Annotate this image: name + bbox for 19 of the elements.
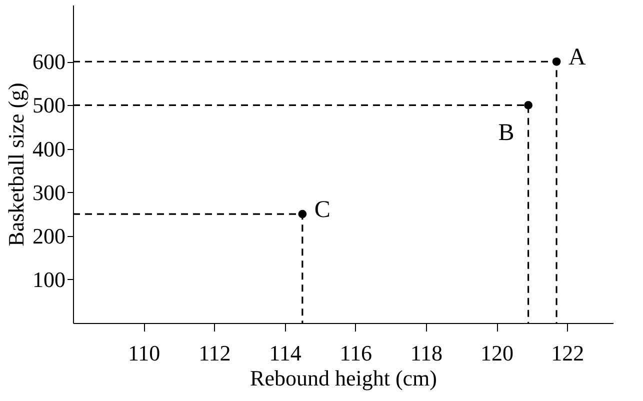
x-tick-label: 110 xyxy=(128,340,160,366)
annotation: B xyxy=(498,120,514,146)
x-tick-label: 114 xyxy=(269,340,302,366)
y-tick-label: 600 xyxy=(32,49,66,74)
x-tick-label: 120 xyxy=(480,340,514,366)
y-axis-title: Basketball size (g) xyxy=(4,82,28,246)
y-tick-label: 300 xyxy=(32,180,66,205)
x-axis-title: Rebound height (cm) xyxy=(250,366,437,390)
x-tick-label: 116 xyxy=(340,340,372,366)
y-tick-label: 500 xyxy=(32,92,66,118)
y-tick-label: 200 xyxy=(32,223,66,248)
y-tick-label: 100 xyxy=(32,266,66,292)
point xyxy=(524,101,532,110)
x-tick-label: 112 xyxy=(198,340,231,366)
x-tick-label: 122 xyxy=(551,340,584,366)
annotation: A xyxy=(568,44,587,71)
annotation: C xyxy=(314,197,330,224)
y-tick-label: 400 xyxy=(32,136,66,162)
x-tick-label: 118 xyxy=(410,340,443,366)
